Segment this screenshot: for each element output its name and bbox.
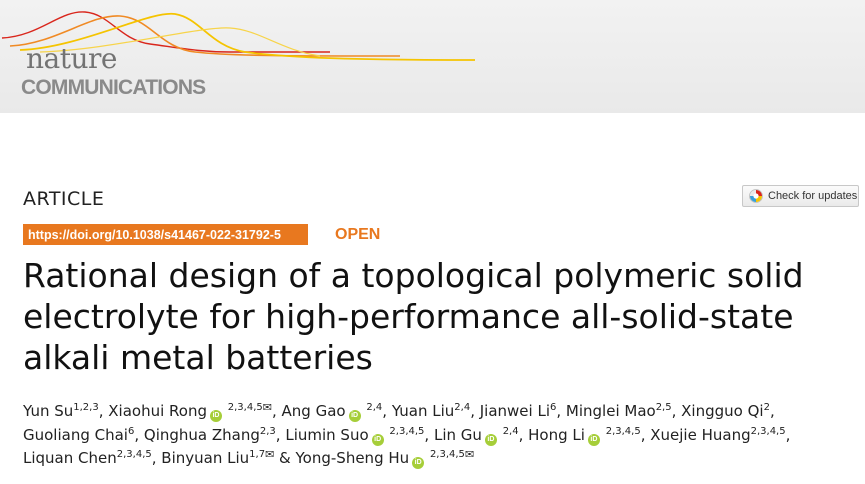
author-entry[interactable]: Guoliang Chai6 bbox=[23, 426, 134, 444]
author-affiliation: 6 bbox=[549, 402, 557, 413]
author-affiliation: 2,3 bbox=[259, 425, 276, 437]
journal-name-nature: nature bbox=[26, 42, 117, 75]
journal-name-communications: COMMUNICATIONS bbox=[21, 76, 206, 99]
author-affiliation: 2,3,4,5 bbox=[116, 449, 152, 460]
doi-link[interactable]: https://doi.org/10.1038/s41467-022-31792… bbox=[23, 224, 308, 245]
author-affiliation: 1,7 bbox=[249, 449, 266, 460]
author-name[interactable]: Yun Su bbox=[23, 402, 74, 420]
orcid-icon[interactable]: iD bbox=[412, 457, 425, 469]
author-separator: , bbox=[382, 402, 392, 420]
check-for-updates-button[interactable]: Check for updates bbox=[742, 185, 859, 207]
author-name[interactable]: Lin Gu bbox=[433, 425, 482, 444]
author-name[interactable]: Liquan Chen bbox=[23, 449, 117, 467]
author-separator: , bbox=[275, 425, 286, 444]
article-type-label: ARTICLE bbox=[23, 188, 105, 210]
author-entry[interactable]: Qinghua Zhang2,3 bbox=[144, 426, 276, 444]
author-separator: , bbox=[518, 425, 529, 444]
orcid-icon[interactable]: iD bbox=[348, 410, 361, 422]
mail-icon[interactable]: ✉ bbox=[265, 448, 275, 461]
author-name[interactable]: Guoliang Chai bbox=[23, 425, 128, 444]
crossmark-icon bbox=[749, 189, 763, 203]
author-affiliation: 2,5 bbox=[655, 402, 672, 413]
author-name[interactable]: Binyuan Liu bbox=[161, 449, 250, 467]
author-line: Yun Su1,2,3, Xiaohui Rong iD 2,3,4,5✉, An… bbox=[23, 400, 863, 424]
author-separator: , bbox=[556, 402, 566, 420]
author-affiliation: 2,4 bbox=[502, 425, 519, 437]
author-entry[interactable]: Xuejie Huang2,3,4,5 bbox=[650, 426, 785, 444]
orcid-icon[interactable]: iD bbox=[587, 433, 600, 446]
author-affiliation: 2 bbox=[763, 402, 770, 413]
journal-banner: nature COMMUNICATIONS bbox=[0, 0, 865, 113]
author-separator: , bbox=[424, 425, 434, 444]
author-entry[interactable]: Xiaohui Rong iD 2,3,4,5✉ bbox=[108, 401, 272, 422]
title-line: alkali metal batteries bbox=[23, 338, 373, 377]
author-line: Guoliang Chai6, Qinghua Zhang2,3, Liumin… bbox=[23, 424, 863, 448]
author-affiliation: 2,4 bbox=[454, 402, 471, 413]
author-entry[interactable]: Lin Gu iD 2,4 bbox=[433, 425, 519, 446]
wave-logo-graphic bbox=[1, 11, 476, 61]
open-access-badge: OPEN bbox=[335, 225, 381, 243]
author-name[interactable]: Jianwei Li bbox=[479, 402, 550, 420]
author-affiliation: 2,3,4,5 bbox=[429, 449, 465, 460]
author-name[interactable]: Xingguo Qi bbox=[681, 402, 764, 420]
author-entry[interactable]: Binyuan Liu1,7✉ bbox=[161, 449, 274, 467]
author-entry[interactable]: Minglei Mao2,5 bbox=[566, 402, 672, 420]
author-separator: , bbox=[98, 402, 109, 420]
author-separator: , bbox=[640, 425, 651, 444]
author-name[interactable]: Qinghua Zhang bbox=[143, 425, 260, 444]
author-separator: , bbox=[769, 402, 775, 420]
author-separator: , bbox=[785, 425, 791, 444]
author-affiliation: 1,2,3 bbox=[73, 402, 99, 413]
author-entry[interactable]: Liquan Chen2,3,4,5 bbox=[23, 449, 152, 467]
author-entry[interactable]: Liumin Suo iD 2,3,4,5 bbox=[285, 425, 425, 446]
title-line: electrolyte for high-performance all-sol… bbox=[23, 297, 794, 336]
author-list: Yun Su1,2,3, Xiaohui Rong iD 2,3,4,5✉, An… bbox=[23, 400, 863, 471]
author-entry[interactable]: Hong Li iD 2,3,4,5 bbox=[528, 425, 641, 446]
author-affiliation: 2,3,4,5 bbox=[750, 425, 786, 437]
author-affiliation: 2,3,4,5 bbox=[227, 402, 263, 413]
author-name[interactable]: Ang Gao bbox=[281, 402, 346, 420]
author-entry[interactable]: Ang Gao iD 2,4 bbox=[281, 402, 383, 422]
author-entry[interactable]: Yun Su1,2,3 bbox=[23, 402, 99, 420]
author-name[interactable]: Yuan Liu bbox=[391, 402, 455, 420]
author-affiliation: 6 bbox=[127, 425, 135, 437]
check-for-updates-label: Check for updates bbox=[768, 190, 858, 202]
title-line: Rational design of a topological polymer… bbox=[23, 256, 804, 295]
author-separator: , bbox=[671, 402, 682, 420]
author-affiliation: 2,3,4,5 bbox=[605, 425, 641, 437]
author-name[interactable]: Xuejie Huang bbox=[650, 425, 751, 444]
author-entry[interactable]: Xingguo Qi2 bbox=[681, 402, 770, 420]
author-affiliation: 2,4 bbox=[366, 402, 383, 413]
author-separator: , bbox=[151, 449, 162, 467]
author-affiliation: 2,3,4,5 bbox=[389, 425, 425, 437]
author-name[interactable]: Xiaohui Rong bbox=[108, 402, 207, 420]
orcid-icon[interactable]: iD bbox=[484, 433, 497, 446]
author-entry[interactable]: Yuan Liu2,4 bbox=[392, 402, 470, 420]
author-name[interactable]: Minglei Mao bbox=[565, 402, 656, 420]
author-separator: , bbox=[271, 402, 282, 420]
orcid-icon[interactable]: iD bbox=[209, 410, 222, 422]
author-name[interactable]: Liumin Suo bbox=[285, 425, 369, 444]
article-title: Rational design of a topological polymer… bbox=[23, 255, 853, 378]
author-separator: , bbox=[470, 402, 480, 420]
author-name[interactable]: Hong Li bbox=[528, 425, 585, 444]
author-entry[interactable]: Yong-Sheng Hu iD 2,3,4,5✉ bbox=[295, 448, 475, 469]
author-separator: & bbox=[274, 449, 296, 467]
mail-icon[interactable]: ✉ bbox=[262, 401, 272, 414]
author-separator: , bbox=[134, 425, 144, 444]
orcid-icon[interactable]: iD bbox=[371, 433, 384, 446]
author-line: Liquan Chen2,3,4,5, Binyuan Liu1,7✉ & Yo… bbox=[23, 447, 863, 471]
mail-icon[interactable]: ✉ bbox=[464, 448, 475, 461]
author-entry[interactable]: Jianwei Li6 bbox=[480, 402, 557, 420]
author-name[interactable]: Yong-Sheng Hu bbox=[295, 449, 410, 467]
